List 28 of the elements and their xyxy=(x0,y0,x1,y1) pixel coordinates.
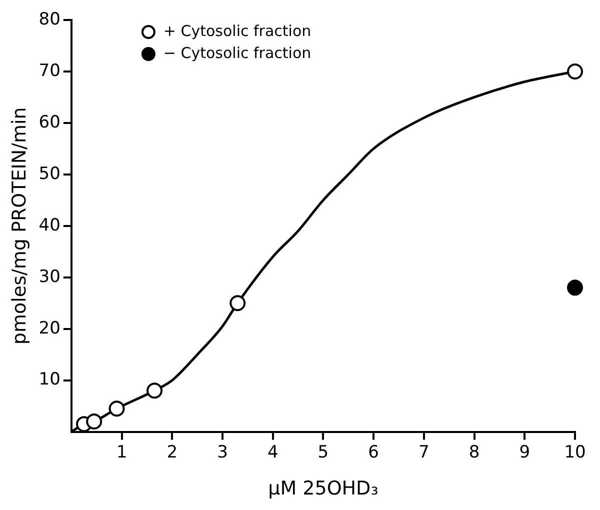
x-tick-label: 1 xyxy=(116,442,128,462)
y-tick-label: 50 xyxy=(38,164,60,184)
y-axis-title: pmoles/mg PROTEIN/min xyxy=(8,107,30,345)
y-tick-label: 40 xyxy=(38,215,60,236)
point xyxy=(230,295,246,312)
point xyxy=(108,400,125,417)
point xyxy=(146,382,163,399)
x-tick-label: 2 xyxy=(166,442,178,462)
point xyxy=(567,280,583,296)
y-tick-label: 60 xyxy=(38,112,60,132)
y-tick-label: 30 xyxy=(38,266,60,287)
x-tick-label: 8 xyxy=(468,442,480,462)
y-tick-label: 10 xyxy=(38,370,60,390)
legend-label: + Cytosolic fraction xyxy=(163,22,312,40)
x-tick-label: 9 xyxy=(519,442,530,462)
x-axis-title: μM 25OHD₃ xyxy=(268,478,378,500)
x-tick-label: 5 xyxy=(318,442,329,462)
x-tick-label: 4 xyxy=(267,442,278,462)
y-tick-label: 20 xyxy=(38,318,60,338)
x-tick-label: 6 xyxy=(368,442,379,462)
point xyxy=(567,63,583,80)
y-tick-label: 80 xyxy=(38,9,60,30)
x-tick-label: 3 xyxy=(217,442,228,462)
x-tick-label: 7 xyxy=(418,442,430,462)
y-tick-label: 70 xyxy=(38,60,60,81)
point xyxy=(86,414,102,430)
legend-label: − Cytosolic fraction xyxy=(163,44,312,62)
x-tick-label: 10 xyxy=(564,442,586,462)
